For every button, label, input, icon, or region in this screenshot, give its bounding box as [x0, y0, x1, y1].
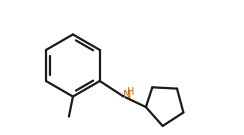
- Text: N: N: [123, 90, 132, 100]
- Text: H: H: [127, 87, 135, 97]
